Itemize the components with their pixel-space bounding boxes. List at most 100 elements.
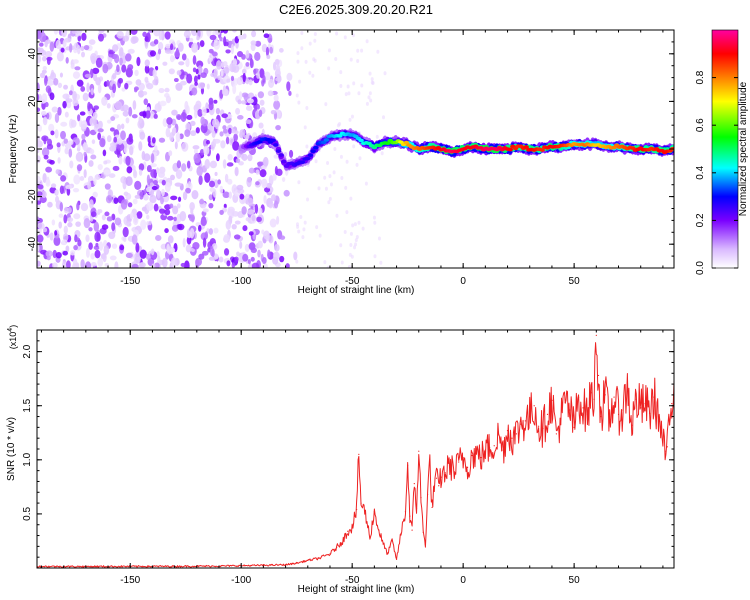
heatmap-noise-cell (63, 225, 68, 234)
heatmap-noise-cell (152, 68, 157, 78)
heatmap-noise-cell (121, 87, 126, 92)
heatmap-noise-cell (159, 100, 167, 107)
heatmap-x-ticks: -150 -100 -50 0 50 (40, 30, 664, 287)
heatmap-noise-cell (146, 32, 151, 43)
heatmap-noise-cell (114, 261, 119, 268)
heatmap-ylabel: Frequency (Hz) (8, 115, 19, 184)
heatmap-noise-cell (196, 35, 200, 41)
snr-multiplier-exponent: 4 (7, 328, 14, 332)
heatmap-noise-cell (339, 70, 343, 75)
heatmap-noise-cell (92, 67, 100, 74)
heatmap-noise-cell (143, 189, 147, 195)
heatmap-noise-cell (151, 185, 158, 191)
heatmap-noise-cell (59, 72, 63, 78)
heatmap-noise-cell (192, 55, 197, 65)
colorbar-tick-label: 0.6 (695, 118, 706, 132)
heatmap-noise-cell (279, 255, 285, 263)
heatmap-noise-cell (274, 244, 280, 252)
heatmap-noise-cell (264, 71, 271, 81)
heatmap-noise-cell (139, 111, 147, 117)
heatmap-noise-cell (245, 77, 250, 85)
heatmap-noise-cell (254, 203, 259, 214)
heatmap-noise-cell (91, 139, 96, 145)
heatmap-noise-cell (46, 143, 54, 150)
heatmap-noise-cell (329, 182, 333, 187)
heatmap-noise-cell (120, 199, 128, 210)
heatmap-noise-cell (208, 53, 214, 63)
heatmap-noise-cell (328, 196, 332, 201)
heatmap-noise-cell (268, 78, 275, 88)
heatmap-noise-cell (187, 180, 192, 188)
y-tick-label: -40 (27, 237, 38, 252)
heatmap-noise-cell (37, 200, 42, 205)
heatmap-noise-cell (137, 90, 145, 98)
heatmap-noise-cell (297, 100, 301, 105)
heatmap-noise-cell (218, 256, 224, 263)
heatmap-noise-cell (50, 72, 57, 81)
heatmap-noise-cell (176, 160, 182, 169)
x-tick-label: 0 (460, 276, 466, 287)
heatmap-noise-cell (357, 220, 361, 225)
heatmap-noise-cell (37, 148, 40, 154)
heatmap-noise-cell (146, 82, 154, 90)
heatmap-noise-cell (106, 103, 111, 109)
heatmap-noise-cell (199, 199, 205, 205)
heatmap-noise-cell (247, 258, 251, 265)
heatmap-noise-cell (95, 57, 103, 68)
heatmap-noise-cell (45, 166, 53, 173)
heatmap-noise-cell (174, 182, 182, 187)
heatmap-noise-cell (72, 59, 79, 64)
heatmap-noise-cell (142, 31, 147, 38)
heatmap-noise-cell (185, 187, 191, 194)
heatmap-noise-cell (139, 191, 144, 200)
heatmap-noise-cell (223, 234, 230, 242)
heatmap-noise-cell (147, 135, 151, 144)
heatmap-noise-cell (184, 260, 190, 268)
snr-data-point (555, 433, 557, 435)
y-tick-label: 20 (27, 95, 38, 107)
colorbar-label: Normalized spectral amplitude (738, 81, 749, 216)
heatmap-noise-cell (55, 39, 61, 50)
heatmap-noise-cell (63, 206, 69, 214)
heatmap-noise-cell (211, 248, 215, 258)
heatmap-noise-cell (127, 48, 135, 54)
heatmap-noise-cell (200, 87, 205, 95)
heatmap-noise-cell (103, 160, 108, 165)
heatmap-noise-cell (177, 223, 185, 231)
x-tick-label: -100 (231, 575, 251, 586)
y-tick-label: 1.0 (22, 452, 33, 466)
heatmap-noise-cell (148, 30, 154, 33)
heatmap-noise-cell (367, 95, 371, 100)
heatmap-noise-cell (273, 100, 281, 110)
y-tick-label: -20 (27, 189, 38, 204)
heatmap-noise-cell (42, 227, 48, 233)
snr-data-point (551, 399, 553, 401)
heatmap-noise-cell (357, 91, 361, 96)
heatmap-noise-cell (179, 210, 187, 222)
heatmap-noise-cell (88, 39, 96, 45)
heatmap-noise-cell (72, 99, 79, 107)
heatmap-noise-cell (176, 203, 181, 209)
heatmap-noise-cell (268, 203, 273, 209)
x-tick-label: 50 (569, 575, 581, 586)
heatmap-noise-cell (43, 136, 47, 145)
heatmap-noise-cell (308, 70, 312, 75)
heatmap-noise-cell (213, 99, 218, 104)
heatmap-noise-cell (181, 53, 187, 61)
heatmap-noise-cell (158, 171, 165, 179)
heatmap-noise-cell (324, 102, 328, 107)
heatmap-noise-cell (76, 79, 84, 87)
snr-data-point (400, 532, 402, 534)
heatmap-noise-cell (93, 177, 97, 186)
heatmap-noise-cell (158, 88, 165, 94)
heatmap-noise-cell (276, 215, 280, 225)
heatmap-noise-cell (129, 145, 134, 156)
heatmap-noise-cell (203, 145, 210, 156)
heatmap-noise-cell (313, 38, 317, 43)
heatmap-noise-cell (192, 67, 197, 73)
heatmap-noise-cell (248, 79, 253, 86)
heatmap-noise-cell (153, 39, 159, 45)
heatmap-noise-cell (356, 48, 360, 53)
heatmap-noise-cell (70, 250, 76, 256)
